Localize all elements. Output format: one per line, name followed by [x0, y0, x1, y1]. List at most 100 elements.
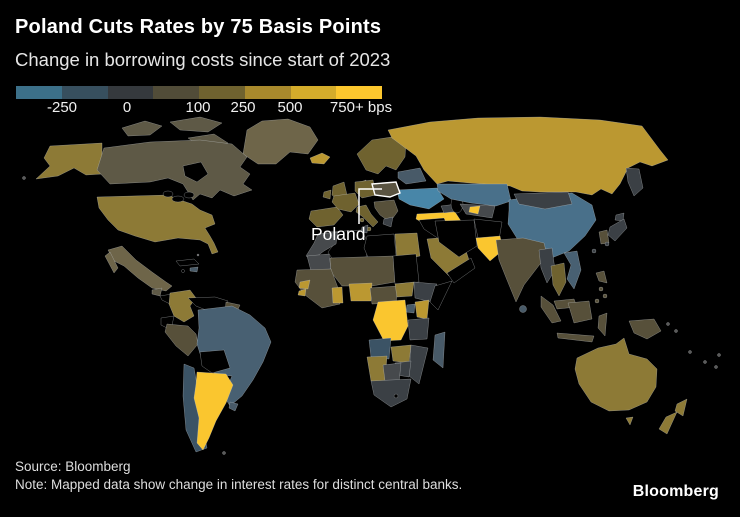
country-peru [164, 323, 199, 357]
country-angola [368, 337, 392, 360]
country-japan-kyushu [604, 241, 610, 247]
country-philippines-island [594, 298, 600, 304]
country-south-sudan [394, 281, 415, 298]
country-mozambique [408, 344, 429, 385]
country-aleutians [22, 176, 26, 180]
country-greenland [242, 118, 319, 165]
pacific-island [714, 365, 718, 369]
country-tunisia [360, 224, 369, 234]
country-yemen-oman [446, 257, 476, 284]
country-mexico [107, 245, 173, 292]
page-subtitle: Change in borrowing costs since start of… [15, 49, 391, 70]
country-guatemala [151, 287, 163, 297]
country-ireland [322, 189, 332, 200]
pacific-island [688, 350, 692, 354]
country-uruguay [228, 401, 239, 412]
country-uganda [405, 303, 416, 314]
page-title: Poland Cuts Rates by 75 Basis Points [15, 16, 382, 38]
legend-tick: 100 [185, 99, 211, 116]
pacific-island [703, 360, 707, 364]
baja-california [104, 251, 119, 274]
legend-segment [16, 86, 62, 99]
country-argentina [193, 371, 234, 451]
country-jamaica [181, 269, 185, 273]
legend-tick: 500 [277, 99, 303, 116]
legend-segment [290, 86, 337, 99]
legend-tick: -250 [46, 99, 78, 116]
country-philippines-island [598, 286, 604, 292]
pacific-island [666, 322, 670, 326]
country-canada [96, 139, 253, 201]
country-australia [574, 337, 658, 412]
country-taiwan [591, 248, 597, 254]
country-new-zealand-south [658, 411, 678, 435]
country-italy [355, 204, 379, 228]
legend-segment [244, 86, 291, 99]
legend-tick-labels: -250 0 100 250 500 750+ bps [16, 99, 396, 117]
country-papua-new-guinea [628, 318, 662, 340]
country-indonesia-borneo [567, 300, 593, 324]
legend-tick: 250 [230, 99, 256, 116]
hudson-bay [182, 161, 209, 183]
poland-callout-label: Poland [311, 224, 366, 244]
country-indonesia-sulawesi [597, 312, 608, 337]
country-russia [387, 116, 669, 196]
country-ukraine [396, 187, 445, 210]
country-kazakhstan [436, 183, 512, 207]
sardinia [359, 217, 365, 223]
country-usa [96, 194, 219, 255]
country-myanmar [538, 247, 556, 284]
country-philippines [595, 270, 608, 284]
legend-segment [107, 86, 154, 99]
country-mauritania [306, 253, 332, 272]
country-philippines-island [602, 293, 608, 299]
country-iran [434, 219, 478, 258]
country-somalia [429, 280, 453, 311]
country-france [331, 192, 360, 213]
country-arctic-islands [121, 120, 163, 137]
south-america [160, 289, 272, 455]
legend-segment [199, 86, 245, 99]
country-nigeria [348, 282, 373, 302]
country-japan-honshu [607, 218, 628, 242]
country-thailand [550, 262, 567, 297]
great-lakes [171, 195, 185, 203]
asia [387, 116, 669, 343]
oceania [574, 322, 721, 435]
pacific-island [674, 329, 678, 333]
great-lakes [183, 191, 195, 199]
country-mongolia [513, 191, 573, 210]
legend-color-scale [16, 86, 382, 99]
country-arctic-islands [169, 116, 223, 133]
country-zambia [390, 344, 412, 364]
country-baltics-belarus [397, 167, 427, 185]
country-vietnam [563, 250, 582, 290]
country-sierra-leone [297, 288, 307, 297]
bloomberg-logo: Bloomberg [632, 483, 719, 500]
falkland-islands [222, 451, 226, 455]
country-dominican-republic [189, 266, 199, 273]
country-tasmania [625, 416, 634, 426]
country-indonesia-sumatra [540, 295, 562, 324]
country-new-zealand-north [674, 398, 688, 417]
country-sahel [329, 255, 396, 287]
country-indonesia-java [556, 332, 595, 343]
country-alaska [35, 142, 103, 180]
legend-tick: 750+ bps [329, 99, 393, 116]
country-cuba [175, 258, 200, 267]
legend-segment [336, 86, 382, 99]
country-madagascar [432, 331, 446, 369]
country-south-africa [370, 378, 412, 408]
north-america [22, 116, 331, 312]
country-greece [382, 216, 394, 228]
country-scandinavia [356, 136, 407, 175]
legend-segment [61, 86, 108, 99]
country-uzbekistan [468, 205, 481, 215]
country-india [495, 237, 548, 303]
country-west-africa [294, 268, 341, 309]
country-kenya [414, 299, 430, 320]
pacific-island [717, 353, 721, 357]
country-sudan [392, 253, 420, 285]
country-poland [371, 181, 401, 198]
